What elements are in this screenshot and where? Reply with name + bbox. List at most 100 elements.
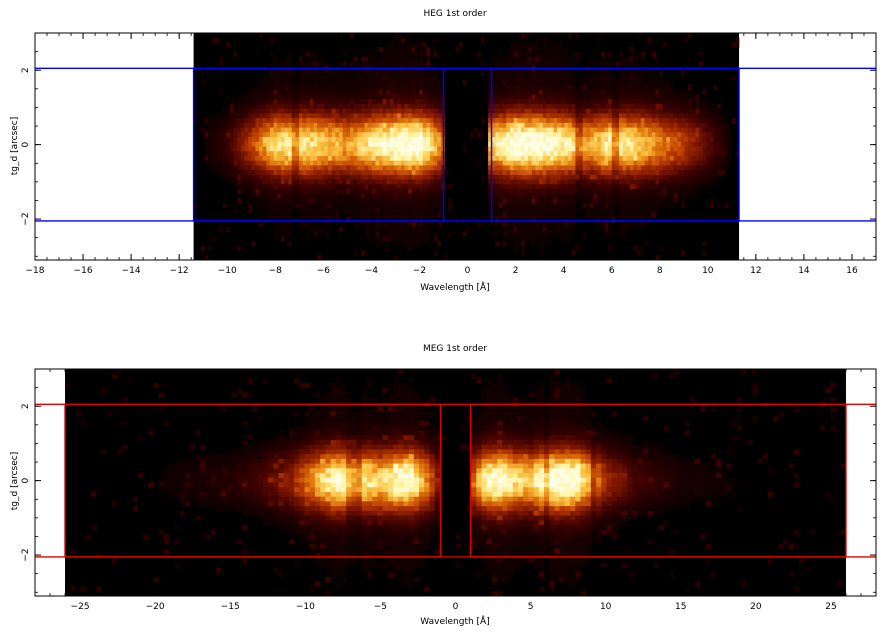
meg-heatmap-cell — [252, 468, 258, 474]
heg-heatmap-cell — [429, 118, 434, 124]
heg-heatmap-cell — [353, 193, 358, 199]
heg-heatmap-cell — [531, 61, 536, 67]
heg-heatmap-cell — [353, 165, 358, 171]
heg-heatmap-cell — [208, 141, 213, 147]
heg-heatmap-cell — [560, 217, 565, 223]
meg-heatmap-cell — [273, 439, 279, 445]
heg-heatmap-cell — [415, 151, 420, 157]
heg-heatmap-cell — [229, 122, 234, 128]
heg-heatmap-cell — [426, 174, 431, 180]
heg-heatmap-cell — [724, 137, 729, 143]
heg-heatmap-cell — [291, 155, 296, 161]
heg-heatmap-cell — [637, 193, 642, 199]
heg-heatmap-cell — [426, 146, 431, 152]
heg-heatmap-cell — [513, 113, 518, 119]
heg-heatmap-cell — [568, 70, 573, 76]
heg-x-tick-label: 14 — [798, 266, 810, 276]
meg-heatmap-cell — [236, 539, 243, 545]
heg-heatmap-cell — [589, 146, 594, 152]
heg-heatmap-cell — [531, 165, 536, 171]
heg-heatmap-cell — [284, 193, 289, 199]
heg-heatmap-cell — [266, 198, 271, 204]
meg-heatmap-cell — [273, 482, 279, 488]
heg-heatmap-cell — [579, 118, 583, 124]
heg-heatmap-cell — [557, 198, 562, 204]
heg-heatmap-cell — [557, 226, 562, 232]
heg-heatmap-cell — [379, 47, 383, 53]
heg-heatmap-cell — [568, 193, 573, 199]
heg-heatmap-cell — [259, 89, 263, 95]
heg-heatmap-cell — [302, 146, 307, 152]
heg-heatmap-cell — [611, 80, 616, 86]
heg-heatmap-cell — [520, 203, 525, 209]
heg-heatmap-cell — [491, 99, 496, 105]
heg-heatmap-cell — [644, 137, 649, 143]
heg-heatmap-cell — [535, 236, 540, 242]
heg-heatmap-cell — [509, 207, 514, 214]
heg-heatmap-cell — [400, 132, 405, 138]
heg-heatmap-cell — [208, 160, 213, 166]
heg-heatmap-cell — [597, 174, 602, 180]
heg-heatmap-cell — [309, 203, 314, 209]
heg-heatmap-cell — [648, 189, 653, 195]
heg-heatmap-cell — [349, 89, 354, 95]
meg-heatmap-cell — [268, 454, 274, 460]
heg-heatmap-cell — [342, 99, 347, 105]
heg-heatmap-cell — [520, 226, 525, 232]
heg-heatmap-cell — [553, 155, 558, 161]
heg-heatmap-cell — [404, 151, 409, 157]
heg-heatmap-cell — [255, 99, 260, 105]
heg-heatmap-cell — [229, 174, 234, 180]
meg-heatmap-cell — [231, 491, 238, 497]
heg-heatmap-cell — [684, 137, 689, 143]
heg-heatmap-cell — [615, 137, 620, 143]
heg-heatmap-cell — [269, 198, 274, 204]
heg-heatmap-cell — [611, 189, 616, 195]
heg-heatmap-cell — [557, 85, 562, 91]
heg-heatmap-cell — [600, 165, 605, 171]
heg-heatmap-cell — [535, 47, 540, 53]
heg-heatmap-cell — [557, 217, 562, 223]
meg-heatmap-cell — [195, 491, 201, 497]
heg-heatmap-cell — [415, 127, 420, 133]
heg-heatmap-cell — [509, 141, 514, 147]
heg-heatmap-cell — [579, 170, 583, 176]
heg-heatmap-cell — [342, 189, 347, 195]
meg-heatmap-cell — [80, 586, 87, 592]
meg-heatmap-cell — [268, 463, 274, 469]
meg-heatmap-cell — [221, 482, 227, 488]
heg-heatmap-cell — [568, 94, 573, 100]
heg-heatmap-cell — [346, 212, 351, 218]
heg-heatmap-cell — [317, 94, 322, 100]
heg-heatmap-cell — [695, 94, 700, 100]
heg-heatmap-cell — [266, 80, 271, 86]
heg-heatmap-cell — [677, 113, 682, 119]
heg-heatmap-cell — [415, 132, 420, 138]
heg-heatmap-cell — [353, 94, 358, 100]
heg-heatmap-cell — [266, 122, 271, 128]
heg-heatmap-cell — [586, 184, 591, 190]
heg-heatmap-cell — [386, 174, 391, 180]
heg-heatmap-cell — [255, 198, 260, 204]
heg-heatmap-cell — [317, 99, 322, 105]
heg-heatmap-cell — [371, 51, 376, 57]
heg-heatmap-cell — [589, 99, 594, 105]
heg-heatmap-cell — [622, 146, 627, 152]
heg-heatmap-cell — [379, 56, 383, 62]
heg-heatmap-cell — [368, 89, 373, 95]
heg-heatmap-cell — [320, 146, 325, 152]
heg-heatmap-cell — [262, 198, 267, 204]
heg-heatmap-cell — [302, 141, 307, 147]
meg-heatmap-cell — [205, 463, 212, 469]
heg-heatmap-cell — [237, 99, 242, 105]
heg-heatmap-cell — [306, 217, 311, 223]
heg-heatmap-cell — [437, 151, 442, 157]
heg-heatmap-cell — [506, 137, 511, 143]
heg-heatmap-cell — [619, 103, 623, 109]
heg-heatmap-cell — [342, 207, 347, 214]
heg-heatmap-cell — [313, 193, 318, 199]
heg-heatmap-cell — [379, 170, 383, 176]
heg-heatmap-cell — [226, 127, 231, 133]
heg-heatmap-cell — [706, 174, 711, 180]
meg-heatmap-cell — [216, 501, 222, 507]
